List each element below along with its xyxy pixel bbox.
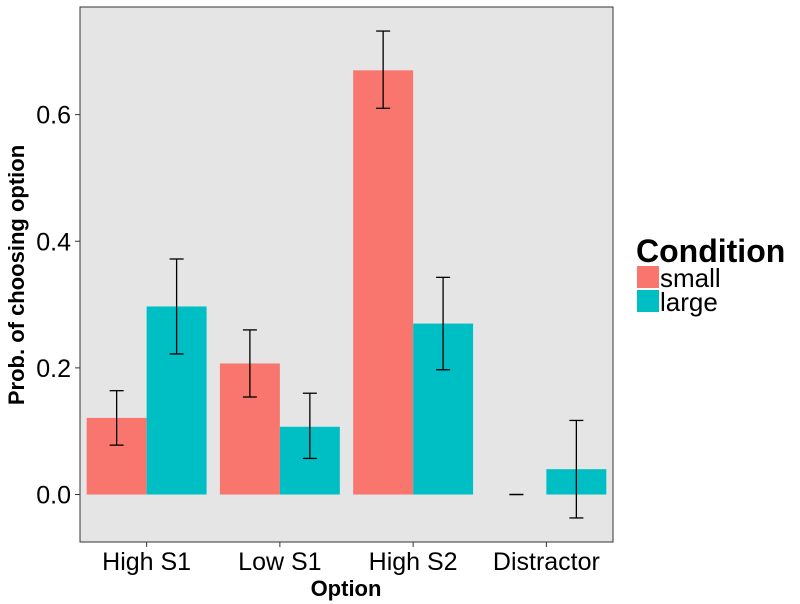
- error-bars-layer: [109, 30, 584, 519]
- legend-label-small: small: [660, 263, 721, 293]
- error-bar-large-0: [169, 258, 184, 355]
- legend: Condition small large: [636, 233, 785, 317]
- legend-key-large: [637, 290, 659, 312]
- error-bar-small-0: [109, 390, 124, 446]
- legend-key-small: [637, 266, 659, 288]
- error-bar-large-2: [436, 276, 451, 371]
- y-axis-title: Prob. of choosing option: [4, 145, 29, 405]
- error-bar-large-1: [302, 392, 317, 460]
- x-axis-title: Option: [311, 576, 382, 601]
- y-tick-label: 0.2: [36, 355, 71, 383]
- error-bar-small-2: [376, 30, 391, 109]
- x-tick-label: Low S1: [238, 548, 321, 576]
- bar-small-2: [353, 70, 414, 495]
- y-tick-label: 0.0: [36, 482, 71, 510]
- bars-layer: [86, 70, 607, 495]
- error-bar-large-3: [569, 419, 584, 519]
- x-tick-label: High S2: [369, 548, 458, 576]
- x-axis: High S1 Low S1 High S2 Distractor: [102, 542, 600, 576]
- x-tick-label: Distractor: [493, 548, 600, 576]
- x-tick-label: High S1: [102, 548, 191, 576]
- y-tick-label: 0.6: [36, 102, 71, 130]
- legend-label-large: large: [660, 287, 718, 317]
- legend-title: Condition: [636, 233, 785, 269]
- error-bar-small-1: [242, 329, 257, 398]
- y-axis: 0.0 0.2 0.4 0.6: [36, 102, 80, 510]
- y-tick-label: 0.4: [36, 228, 71, 256]
